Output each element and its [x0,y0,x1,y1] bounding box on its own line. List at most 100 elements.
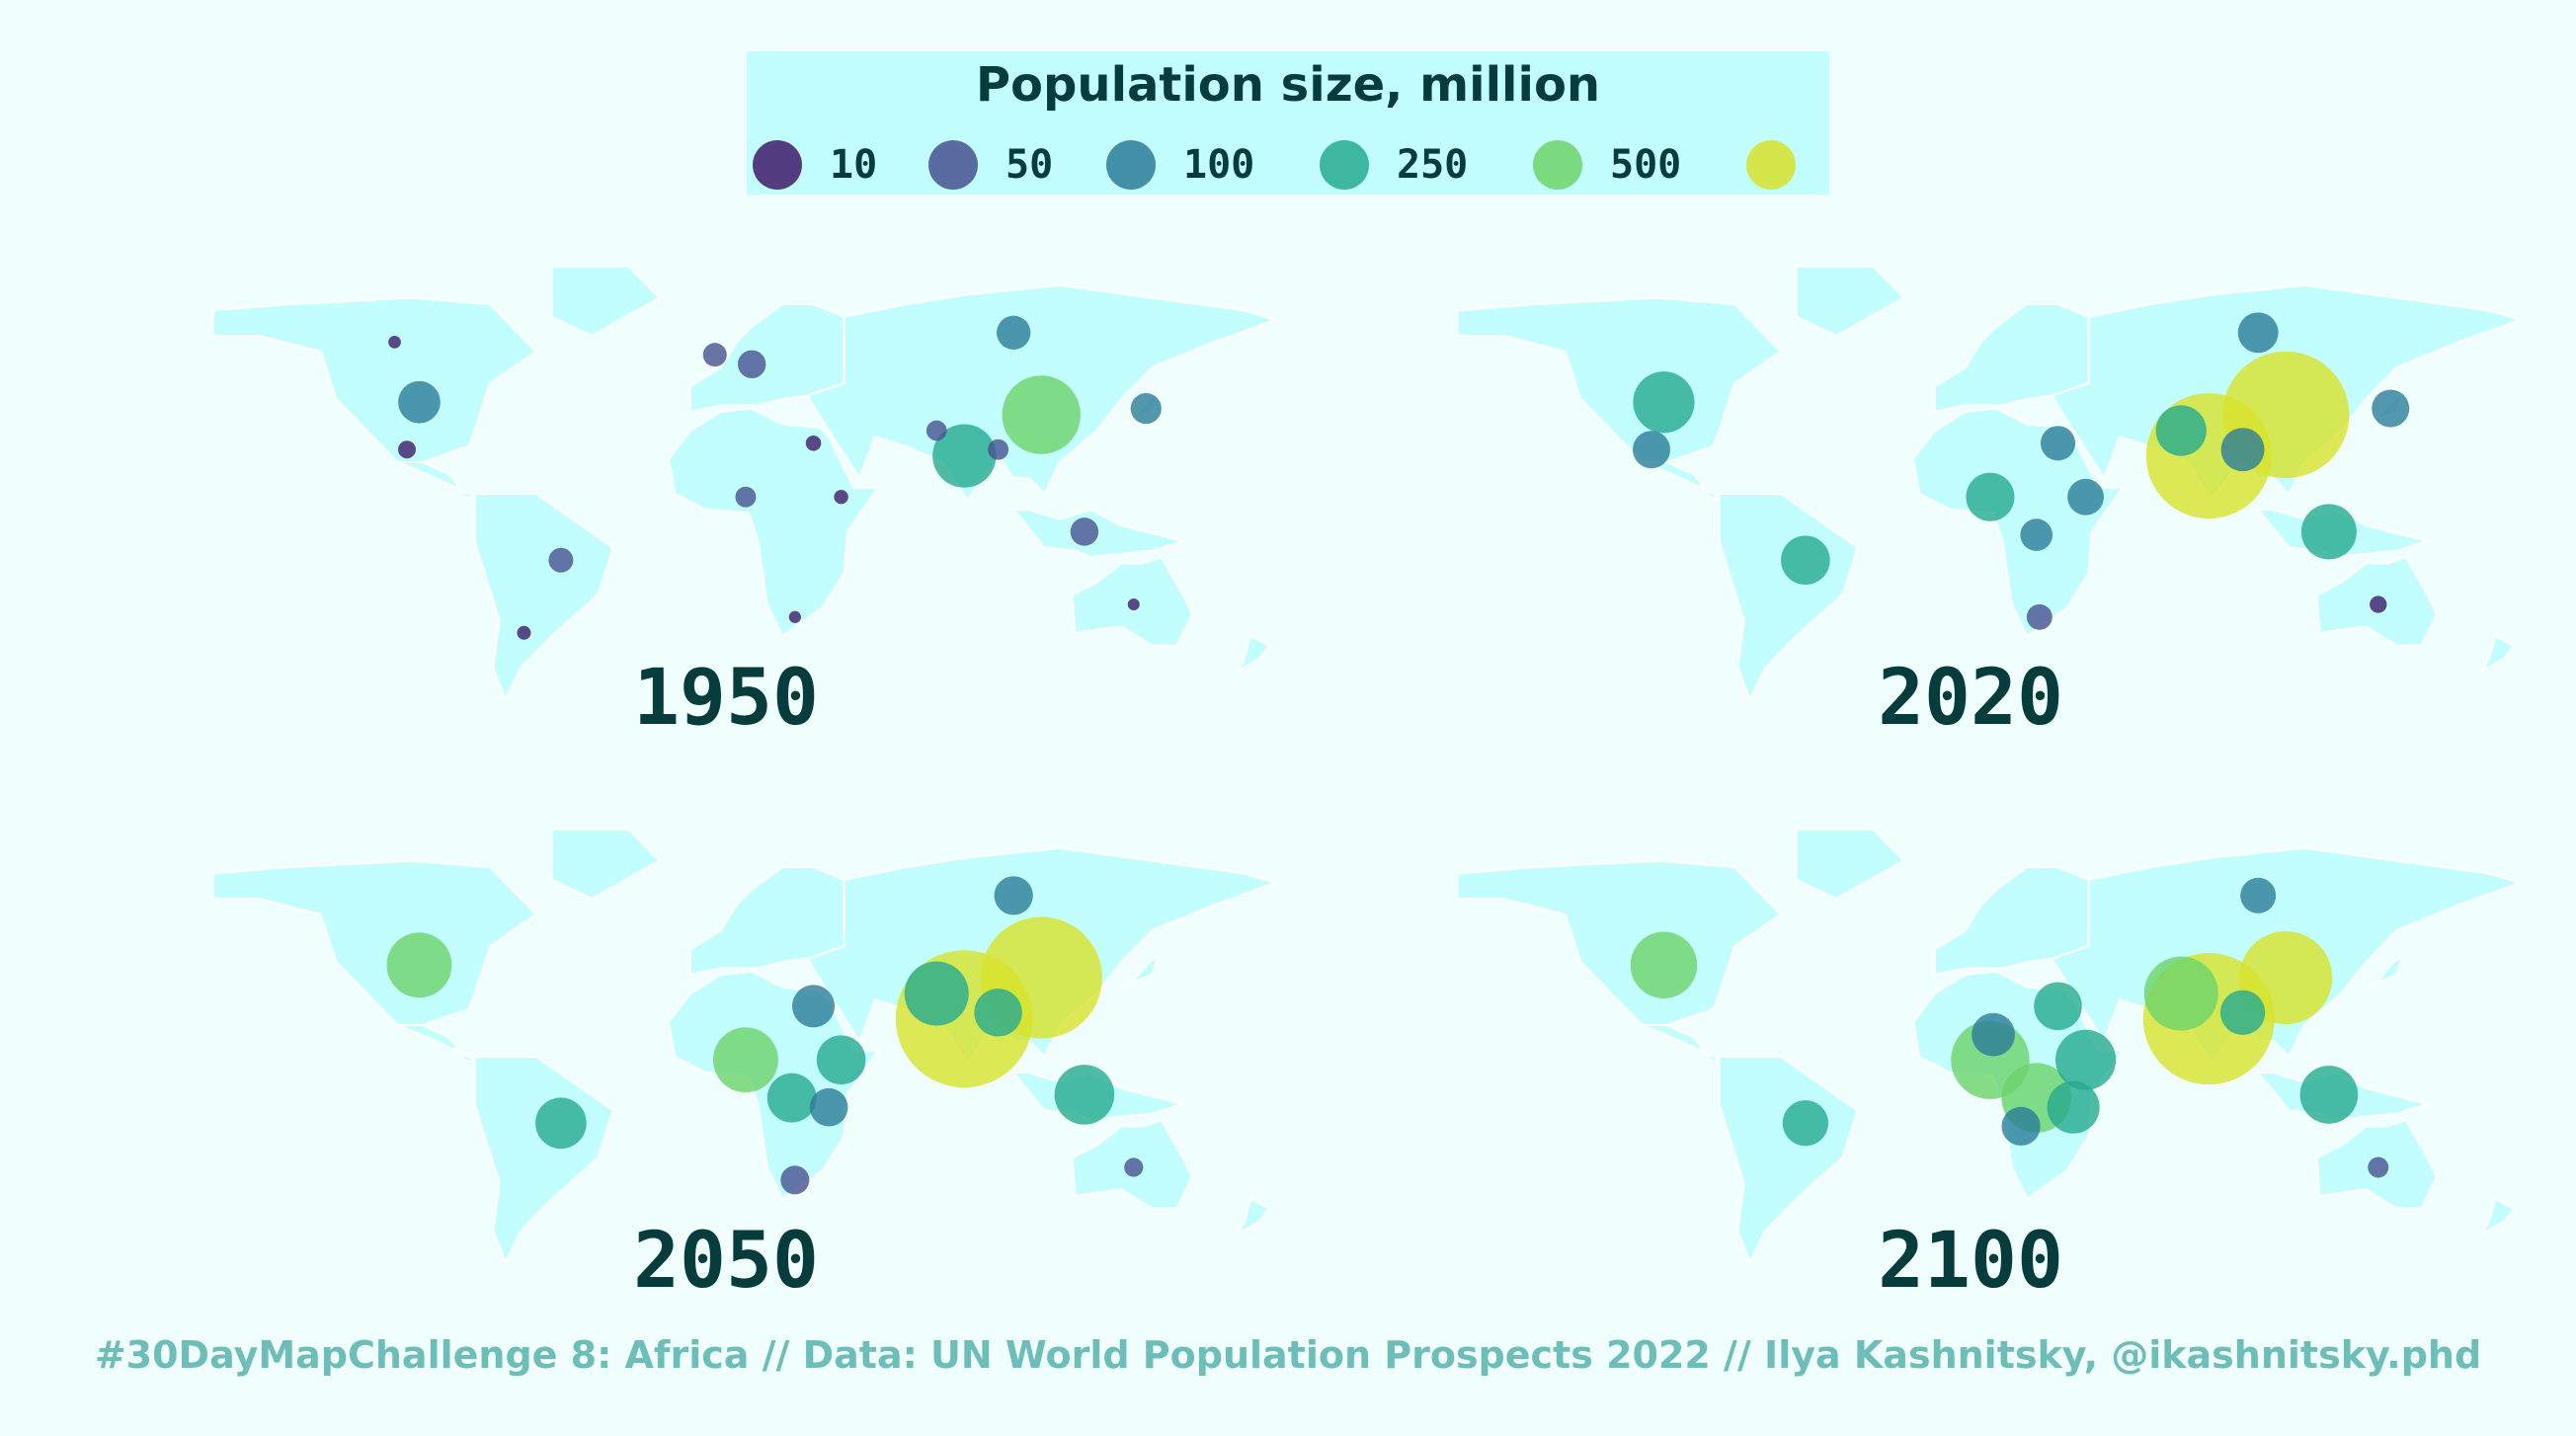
bubble-argentina [517,625,531,640]
legend-item-50: 50 [928,140,1053,190]
bubble-niger [1972,1012,2015,1057]
land-greenland [550,828,662,901]
bubble-japan [2372,389,2410,428]
bubble-australia [1127,598,1140,610]
land-central-america [1642,1024,1727,1065]
bubble-germany [737,350,766,379]
bubble-australia [2370,596,2387,613]
bubble-india [932,424,997,488]
bubble-egypt [2034,982,2082,1031]
bubble-usa [1630,931,1698,998]
bubble-angola [2001,1106,2041,1147]
land-north-america [211,296,538,463]
bubble-indonesia [1070,518,1099,546]
legend-dot [1320,140,1369,190]
bubble-russia [2237,312,2279,354]
map-panel-2050 [211,828,1279,1265]
legend-label: 50 [1006,142,1054,188]
land-new-zealand [2480,1197,2516,1237]
panel-year-2100: 2100 [1878,1217,2063,1306]
legend-dot [1533,140,1582,190]
panel-year-1950: 1950 [633,654,819,743]
legend-label: 100 [1183,142,1255,188]
bubble-ethiopia [816,1035,866,1085]
bubble-pakistan [926,420,947,441]
land-greenland [550,265,662,338]
legend-dot [753,140,802,190]
bubble-egypt [2040,426,2076,461]
legend-item-1000 [1746,140,1796,190]
legend-title: Population size, million [975,57,1601,113]
bubble-dr-congo [2020,519,2053,551]
bubble-ethiopia [834,489,848,505]
land-greenland [1795,265,1906,338]
land-japan [1120,953,1161,989]
bubble-brazil [548,547,574,573]
bubble-ethiopia [2067,478,2104,516]
land-greenland [1795,828,1906,901]
bubble-dr-congo [766,1073,817,1123]
land-europe [1933,866,2090,977]
land-south-america [1718,1056,1860,1265]
land-central-america [397,1024,482,1065]
bubble-japan [1130,393,1162,425]
bubble-bangladesh [2219,990,2266,1035]
land-central-america [397,461,482,502]
land-north-america [1456,296,1783,463]
land-central-america [1642,461,1727,502]
panel-year-2050: 2050 [633,1217,819,1306]
bubble-indonesia [1054,1065,1115,1125]
land-south-america [473,493,615,702]
legend-item-500: 500 [1533,140,1681,190]
bubble-bangladesh [2220,428,2265,472]
land-europe [688,303,845,414]
bubble-uk [702,343,727,367]
bubble-pakistan [2143,956,2218,1031]
bubble-australia [1124,1157,1144,1177]
land-north-america [1456,859,1783,1026]
land-europe [688,866,845,977]
land-new-zealand [2480,634,2516,674]
land-new-zealand [1236,1197,1271,1237]
bubble-australia [2368,1157,2389,1178]
bubble-russia [2240,877,2277,914]
bubble-pakistan [2155,405,2207,456]
bubble-indonesia [2300,504,2357,560]
legend-dot [1106,140,1156,190]
bubble-nigeria [713,1027,778,1093]
bubble-russia [994,876,1033,916]
legend-dot [928,140,978,190]
bubble-indonesia [2299,1066,2359,1124]
legend-label: 10 [830,142,878,188]
map-panel-1950 [211,265,1279,702]
bubble-brazil [1781,535,1830,586]
legend: Population size, million 10 50 100 250 5… [747,51,1829,195]
legend-label: 250 [1397,142,1469,188]
bubble-bangladesh [988,439,1009,460]
panel-year-2020: 2020 [1878,654,2063,743]
land-europe [1933,303,2090,414]
bubble-china [1002,375,1081,454]
bubble-tanzania [809,1087,848,1127]
bubble-bangladesh [974,988,1022,1037]
legend-label: 500 [1610,142,1682,188]
legend-dot [1746,140,1796,190]
bubble-tanzania [2047,1080,2100,1134]
legend-item-250: 250 [1320,140,1468,190]
legend-item-10: 10 [753,140,877,190]
bubble-south-africa [2026,603,2053,630]
bubble-mexico [398,440,416,459]
bubble-canada [388,336,401,349]
land-japan [2365,953,2405,989]
bubble-mexico [1632,431,1671,469]
bubble-south-africa [780,1165,810,1195]
map-panel-2020 [1456,265,2524,702]
bubble-nigeria [1966,472,2015,521]
bubble-usa [398,380,441,424]
caption: #30DayMapChallenge 8: Africa // Data: UN… [94,1333,2482,1377]
bubble-usa [386,932,452,998]
land-africa [667,407,880,638]
map-panel-2100 [1456,828,2524,1265]
bubble-south-africa [788,610,801,623]
